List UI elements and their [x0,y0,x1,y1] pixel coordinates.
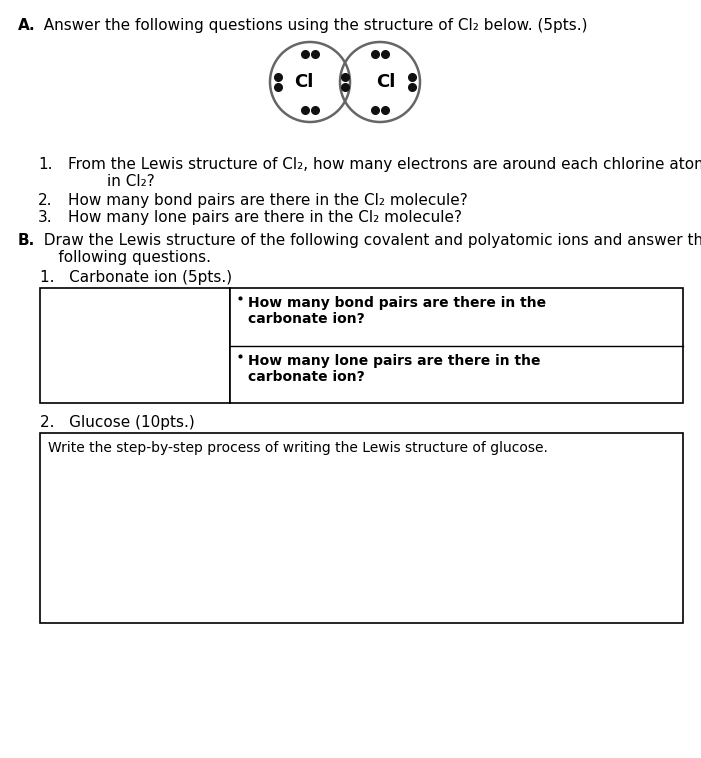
Text: 2.: 2. [38,193,53,208]
Text: 3.: 3. [38,210,53,225]
Text: Cl: Cl [376,73,395,91]
Text: How many lone pairs are there in the
carbonate ion?: How many lone pairs are there in the car… [248,353,540,384]
Text: 1.   Carbonate ion (5pts.): 1. Carbonate ion (5pts.) [40,270,232,285]
Bar [230,288,683,403]
Text: From the Lewis structure of Cl₂, how many electrons are around each chlorine ato: From the Lewis structure of Cl₂, how man… [68,157,701,190]
Bar [40,288,230,403]
Text: How many lone pairs are there in the Cl₂ molecule?: How many lone pairs are there in the Cl₂… [68,210,462,225]
Text: How many bond pairs are there in the Cl₂ molecule?: How many bond pairs are there in the Cl₂… [68,193,468,208]
Text: Draw the Lewis structure of the following covalent and polyatomic ions and answe: Draw the Lewis structure of the followin… [34,233,701,265]
Text: A.: A. [18,18,36,33]
Text: 2.   Glucose (10pts.): 2. Glucose (10pts.) [40,415,195,430]
Text: How many bond pairs are there in the
carbonate ion?: How many bond pairs are there in the car… [248,296,546,326]
Text: B.: B. [18,233,35,248]
Bar [40,433,683,623]
Text: 1.: 1. [38,157,53,172]
Text: Answer the following questions using the structure of Cl₂ below. (5pts.): Answer the following questions using the… [34,18,587,33]
Text: Cl: Cl [294,73,313,91]
Text: Write the step-by-step process of writing the Lewis structure of glucose.: Write the step-by-step process of writin… [48,441,548,455]
